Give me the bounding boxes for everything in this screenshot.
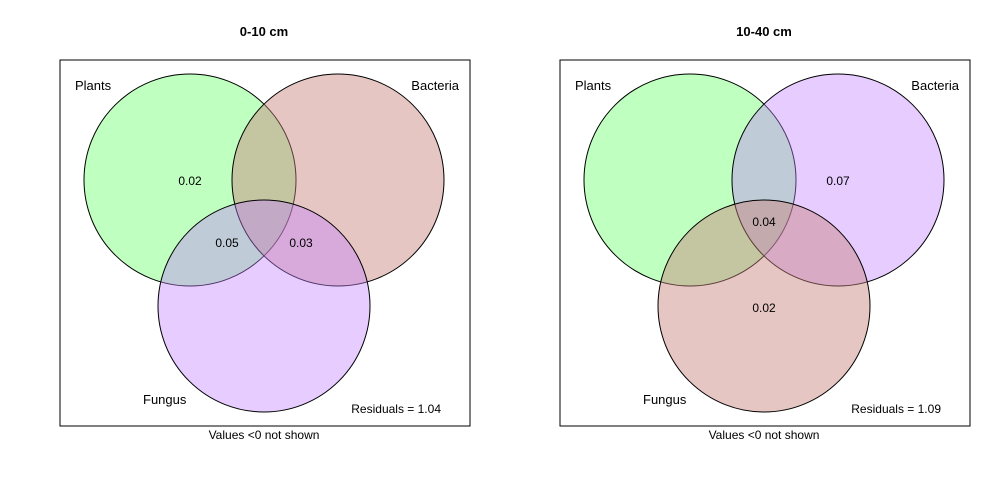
value-plants-only: 0.02 xyxy=(178,174,202,188)
plants-circle xyxy=(583,73,797,287)
value-all-three: 0.04 xyxy=(752,215,776,229)
fungus-circle xyxy=(157,199,371,413)
fungus-circle xyxy=(657,199,871,413)
value-bacteria-fungus: 0.03 xyxy=(289,236,313,250)
value-bacteria-only: 0.07 xyxy=(826,174,850,188)
bacteria-circle xyxy=(231,73,445,287)
set-label-fungus: Fungus xyxy=(143,392,187,407)
plot-frame xyxy=(59,59,471,427)
panel-title: 0-10 cm xyxy=(240,24,288,39)
set-label-bacteria: Bacteria xyxy=(911,78,959,93)
footnote: Values <0 not shown xyxy=(709,428,820,442)
panel-title: 10-40 cm xyxy=(736,24,792,39)
value-plants-fungus: 0.05 xyxy=(215,236,239,250)
footnote: Values <0 not shown xyxy=(209,428,320,442)
set-label-plants: Plants xyxy=(575,78,612,93)
venn-panel-0-10cm: 0-10 cm Plants Bacteria Fungus 0.02 0.05… xyxy=(59,24,471,442)
plants-circle xyxy=(83,73,297,287)
set-label-plants: Plants xyxy=(75,78,112,93)
plot-frame xyxy=(559,59,971,427)
residuals-label: Residuals = 1.04 xyxy=(351,402,441,416)
set-label-bacteria: Bacteria xyxy=(411,78,459,93)
residuals-label: Residuals = 1.09 xyxy=(851,402,941,416)
bacteria-circle xyxy=(731,73,945,287)
venn-panel-10-40cm: 10-40 cm Plants Bacteria Fungus 0.07 0.0… xyxy=(559,24,971,442)
value-fungus-only: 0.02 xyxy=(752,301,776,315)
set-label-fungus: Fungus xyxy=(643,392,687,407)
